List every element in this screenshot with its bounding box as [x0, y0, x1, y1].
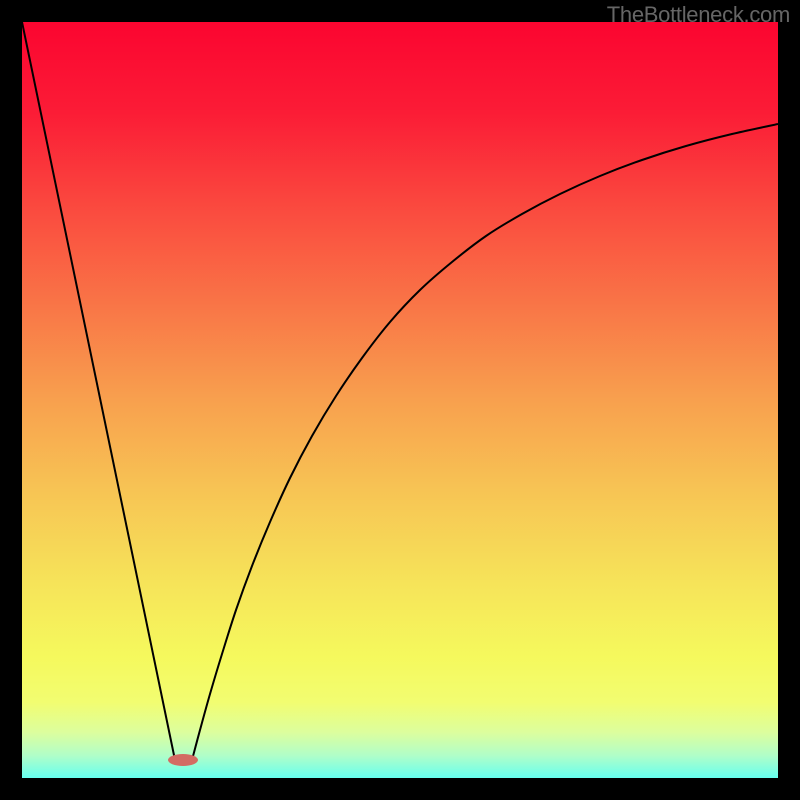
- bottleneck-chart: TheBottleneck.com: [0, 0, 800, 800]
- chart-svg: [0, 0, 800, 800]
- minimum-marker: [168, 754, 198, 766]
- chart-background: [22, 22, 778, 778]
- watermark-text: TheBottleneck.com: [607, 2, 790, 28]
